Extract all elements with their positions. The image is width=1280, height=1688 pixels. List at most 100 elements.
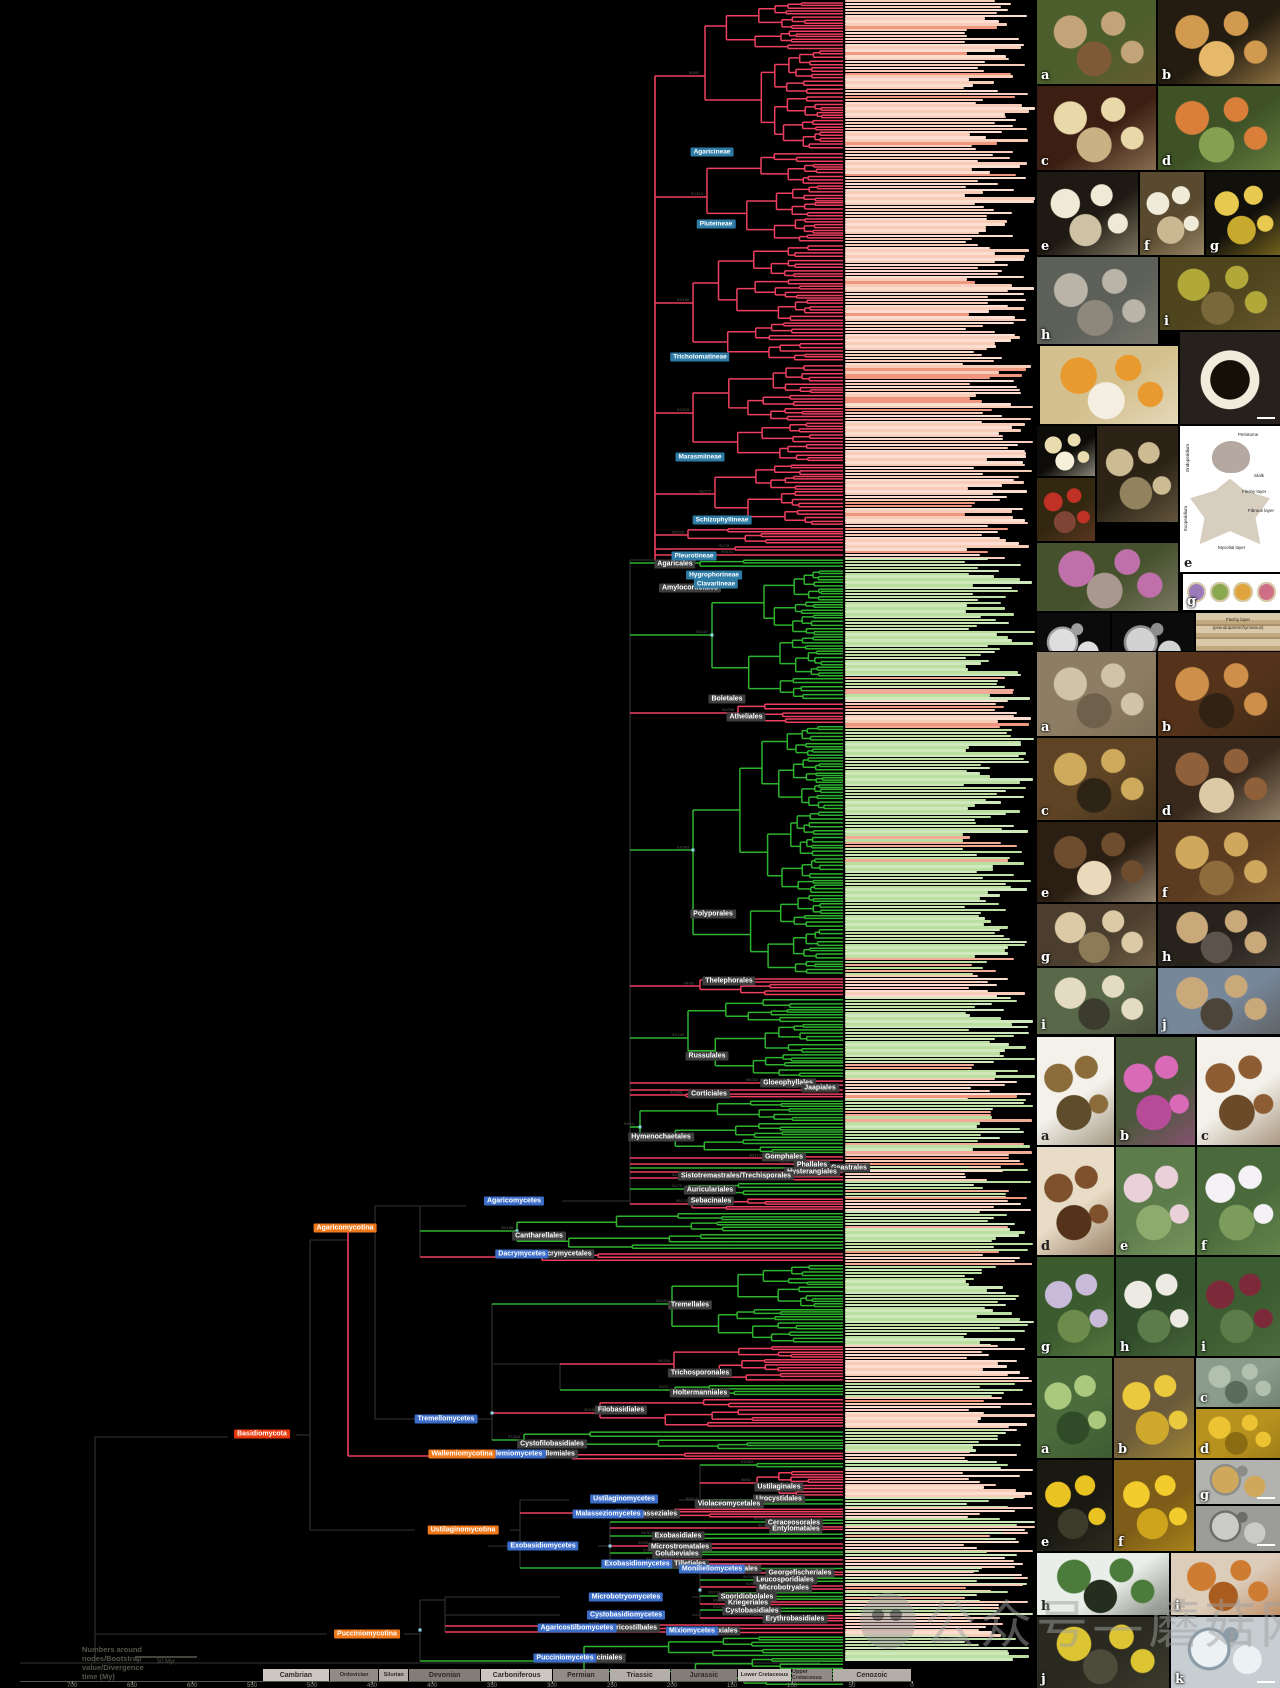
time-tick-label: 450 <box>366 1683 377 1688</box>
photo-tile-a: a <box>1037 0 1156 84</box>
taxon-row <box>845 29 967 32</box>
taxon-row <box>845 784 964 787</box>
node-support-number: 97/343 <box>677 845 690 850</box>
photo-letter: a <box>1041 68 1050 83</box>
photo-tile-e: Peristome Endoperidium Stalk Fleshy layer Fi… <box>1180 426 1280 572</box>
taxon-row <box>845 1480 980 1484</box>
time-tick <box>312 1681 313 1684</box>
taxon-row <box>845 217 987 220</box>
taxon-row <box>845 397 970 400</box>
taxon-row <box>845 1405 1001 1409</box>
taxon-row <box>845 339 1011 342</box>
taxon-row <box>845 1259 1015 1263</box>
taxon-row <box>845 156 1010 160</box>
taxon-row <box>845 269 1002 273</box>
taxon-row <box>845 639 1012 642</box>
taxon-row <box>845 272 998 276</box>
taxon-row <box>845 1579 977 1583</box>
taxon-row <box>845 1394 992 1398</box>
order-label-russulales: Russulales <box>685 1051 729 1061</box>
taxon-row <box>845 1637 1016 1641</box>
photo-letter: d <box>1200 1442 1210 1457</box>
taxon-row <box>845 1607 982 1610</box>
taxon-row <box>845 168 972 171</box>
photo-tile <box>1196 1506 1280 1551</box>
order-label-corticiales: Corticiales <box>688 1089 730 1099</box>
taxon-row <box>845 287 1034 290</box>
taxon-row <box>845 43 1024 46</box>
photo-letter: c <box>1200 1391 1208 1406</box>
taxon-row <box>845 1028 969 1032</box>
era-silurian: Silurian <box>379 1669 409 1681</box>
order-label-pucciniales: Pucciniales <box>580 1653 626 1663</box>
taxon-row <box>845 630 1035 633</box>
taxon-row <box>845 1303 1006 1307</box>
node-support-number: 96/344 <box>658 1358 671 1363</box>
taxon-row <box>845 1057 1035 1061</box>
photo-letter: a <box>1041 1129 1050 1144</box>
histology-label: Fleshy layer <box>1225 617 1251 623</box>
taxon-row <box>845 844 1017 848</box>
taxon-row <box>845 563 1021 567</box>
order-label-holtermanniales: Holtermanniales <box>669 1388 731 1398</box>
taxon-row <box>845 734 1011 738</box>
photo-tile <box>1040 346 1178 424</box>
time-tick <box>792 1681 793 1684</box>
taxon-row <box>845 1208 1031 1212</box>
taxon-row <box>845 188 1014 191</box>
taxon-row <box>845 174 1016 177</box>
taxon-row <box>845 1431 1006 1435</box>
photo-tile <box>1180 332 1280 424</box>
taxon-row <box>845 1060 994 1064</box>
taxon-row <box>845 705 1004 709</box>
taxon-row <box>845 165 1020 168</box>
class-label-ustilaginomycetes: Ustilaginomycetes <box>590 1494 658 1504</box>
taxon-row <box>845 1231 1025 1234</box>
taxon-row <box>845 1469 1033 1472</box>
taxon-row <box>845 1584 1023 1587</box>
taxon-row <box>845 345 996 348</box>
taxon-row <box>845 888 1027 891</box>
taxon-row <box>845 171 990 174</box>
taxon-row <box>845 569 999 573</box>
photo-tile-h: h <box>1037 257 1158 344</box>
order-label-kriegeriales: Kriegeriales <box>724 1598 772 1608</box>
taxon-row <box>845 720 998 723</box>
taxon-row <box>845 1655 1029 1658</box>
photo-tile-i: i <box>1037 968 1156 1034</box>
time-tick <box>672 1681 673 1684</box>
taxon-row <box>845 1449 976 1452</box>
taxon-row <box>845 519 1025 522</box>
taxon-row <box>845 23 1007 26</box>
taxon-row <box>845 1541 1019 1544</box>
taxon-row <box>845 385 1017 389</box>
taxon-row <box>845 1426 1009 1429</box>
endoperidium-shape <box>1212 440 1250 473</box>
taxon-row <box>845 1596 965 1600</box>
taxon-row <box>845 1216 994 1220</box>
time-tick-label: 0 <box>910 1683 914 1688</box>
taxon-row <box>845 836 970 839</box>
order-label-wallemiales: Wallemiales <box>532 1449 578 1459</box>
taxon-row <box>845 914 979 917</box>
taxon-row <box>845 1518 1000 1521</box>
taxon-row <box>845 1023 1012 1026</box>
clade-fan-polyporales <box>692 726 843 974</box>
taxon-row <box>845 145 972 148</box>
taxon-row <box>845 1423 1027 1426</box>
taxon-row <box>845 400 982 403</box>
taxon-row <box>845 374 1022 377</box>
taxon-row <box>845 423 1025 426</box>
taxon-row <box>845 20 999 23</box>
taxon-row <box>845 237 972 241</box>
photo-tile-a: a <box>1037 652 1156 736</box>
taxon-row <box>845 304 1008 307</box>
class-label-moniliellomycetes: Moniliellomycetes <box>678 1564 746 1574</box>
subphylum-label-ustilaginomycotina: Ustilaginomycotina <box>427 1525 499 1535</box>
taxon-row <box>845 688 1014 691</box>
taxon-row <box>845 411 983 415</box>
time-tick <box>432 1681 433 1684</box>
taxon-row <box>845 46 1021 49</box>
photo-letter: j <box>1162 1018 1167 1033</box>
node-marker <box>691 848 695 852</box>
